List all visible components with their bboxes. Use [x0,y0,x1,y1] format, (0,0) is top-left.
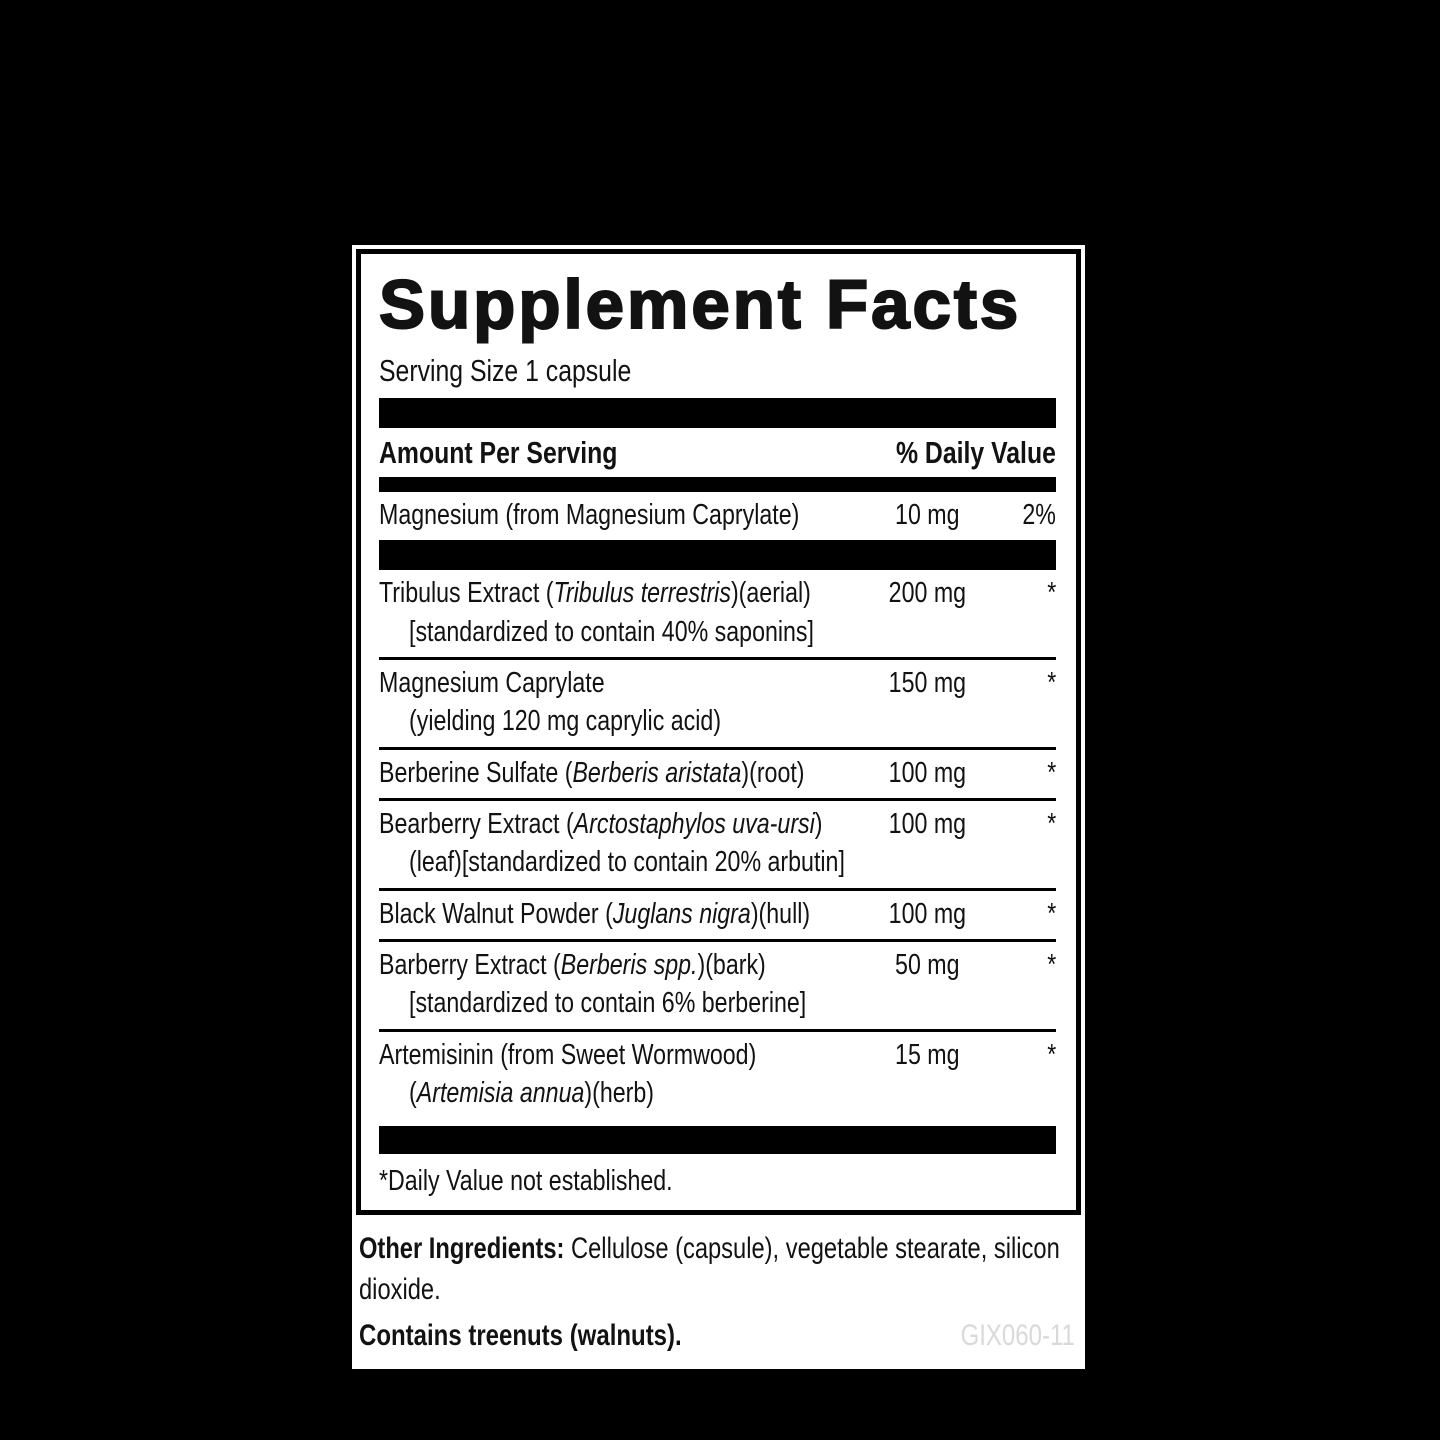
ingredient-daily-value: * [1046,577,1056,610]
row-tribulus-extract: Tribulus Extract (Tribulus terrestris)(a… [379,570,1056,657]
divider-bar-header [379,477,1056,493]
allergen-statement: Contains treenuts (walnuts). [359,1319,682,1353]
row-magnesium: Magnesium (from Magnesium Caprylate) 10 … [379,492,1056,540]
ingredient-name: Tribulus Extract (Tribulus terrestris)(a… [379,578,862,648]
ingredient-amount: 100 mg [888,756,966,789]
serving-size: Serving Size 1 capsule [379,353,1056,389]
row-separator [379,887,1056,891]
row-magnesium-caprylate: Magnesium Caprylate (yielding 120 mg cap… [379,660,1056,747]
product-code: GIX060-11 [960,1319,1075,1353]
row-black-walnut-powder: Black Walnut Powder (Juglans nigra)(hull… [379,891,1056,939]
table-header-row: Amount Per Serving % Daily Value [379,435,1056,477]
row-bearberry-extract: Bearberry Extract (Arctostaphylos uva-ur… [379,801,1056,888]
divider-bar-top [379,398,1056,429]
ingredient-name: Bearberry Extract (Arctostaphylos uva-ur… [379,808,862,879]
ingredient-daily-value: * [1046,756,1056,789]
supplement-facts-box: Supplement Facts Serving Size 1 capsule … [356,249,1081,1216]
divider-bar-mid [379,540,1056,571]
row-artemisinin: Artemisinin (from Sweet Wormwood) (Artem… [379,1032,1056,1119]
ingredient-amount: 150 mg [888,667,966,700]
daily-value-footnote: *Daily Value not established. [379,1165,673,1198]
other-ingredients: Other Ingredients: Cellulose (capsule), … [359,1228,1075,1310]
ingredient-daily-value: 2% [1022,499,1056,532]
row-berberine-sulfate: Berberine Sulfate (Berberis aristata)(ro… [379,750,1056,798]
ingredient-name: Barberry Extract (Berberis spp.)(bark) [… [379,949,862,1020]
ingredient-name: Black Walnut Powder (Juglans nigra)(hull… [379,897,811,930]
row-barberry-extract: Barberry Extract (Berberis spp.)(bark) [… [379,942,1056,1029]
ingredient-amount: 100 mg [888,897,966,930]
other-ingredients-label: Other Ingredients: [359,1232,565,1266]
below-box-text: Other Ingredients: Cellulose (capsule), … [352,1215,1085,1353]
title: Supplement Facts [378,266,1022,343]
ingredient-daily-value: * [1046,667,1056,700]
ingredient-amount: 100 mg [888,808,966,840]
divider-bar-bottom [379,1126,1056,1155]
ingredient-amount: 15 mg [894,1038,960,1071]
ingredient-note: [standardized to contain 6% berberine] [409,987,807,1020]
ingredient-name: Berberine Sulfate (Berberis aristata)(ro… [379,756,805,789]
ingredient-amount: 200 mg [888,577,966,610]
contains-row: Contains treenuts (walnuts). GIX060-11 [359,1319,1075,1353]
ingredient-amount: 50 mg [894,948,960,981]
ingredient-daily-value: * [1046,897,1056,930]
ingredient-note: (Artemisia annua)(herb) [409,1076,654,1109]
column-header-daily-value: % Daily Value [896,435,1056,471]
ingredient-note: (yielding 120 mg caprylic acid) [409,705,722,738]
row-separator [379,746,1056,750]
row-separator [379,657,1056,661]
ingredient-name: Magnesium (from Magnesium Caprylate) [379,499,800,532]
row-separator [379,938,1056,942]
ingredient-daily-value: * [1046,1038,1056,1071]
row-separator [379,1028,1056,1032]
ingredient-daily-value: * [1046,948,1056,981]
other-ingredients-text: Cellulose (capsule), vegetable stearate,… [359,1232,1060,1307]
ingredient-note: (leaf)[standardized to contain 20% arbut… [409,846,845,879]
ingredient-amount: 10 mg [894,499,960,532]
supplement-facts-label: Supplement Facts Serving Size 1 capsule … [352,245,1085,1370]
serving-size-text: Serving Size 1 capsule [379,353,632,389]
ingredient-name: Artemisinin (from Sweet Wormwood) (Artem… [379,1039,862,1110]
ingredient-name: Magnesium Caprylate (yielding 120 mg cap… [379,667,862,738]
ingredient-note: [standardized to contain 40% saponins] [409,615,814,648]
ingredient-daily-value: * [1046,808,1056,840]
row-separator [379,798,1056,801]
column-header-amount: Amount Per Serving [379,435,618,471]
